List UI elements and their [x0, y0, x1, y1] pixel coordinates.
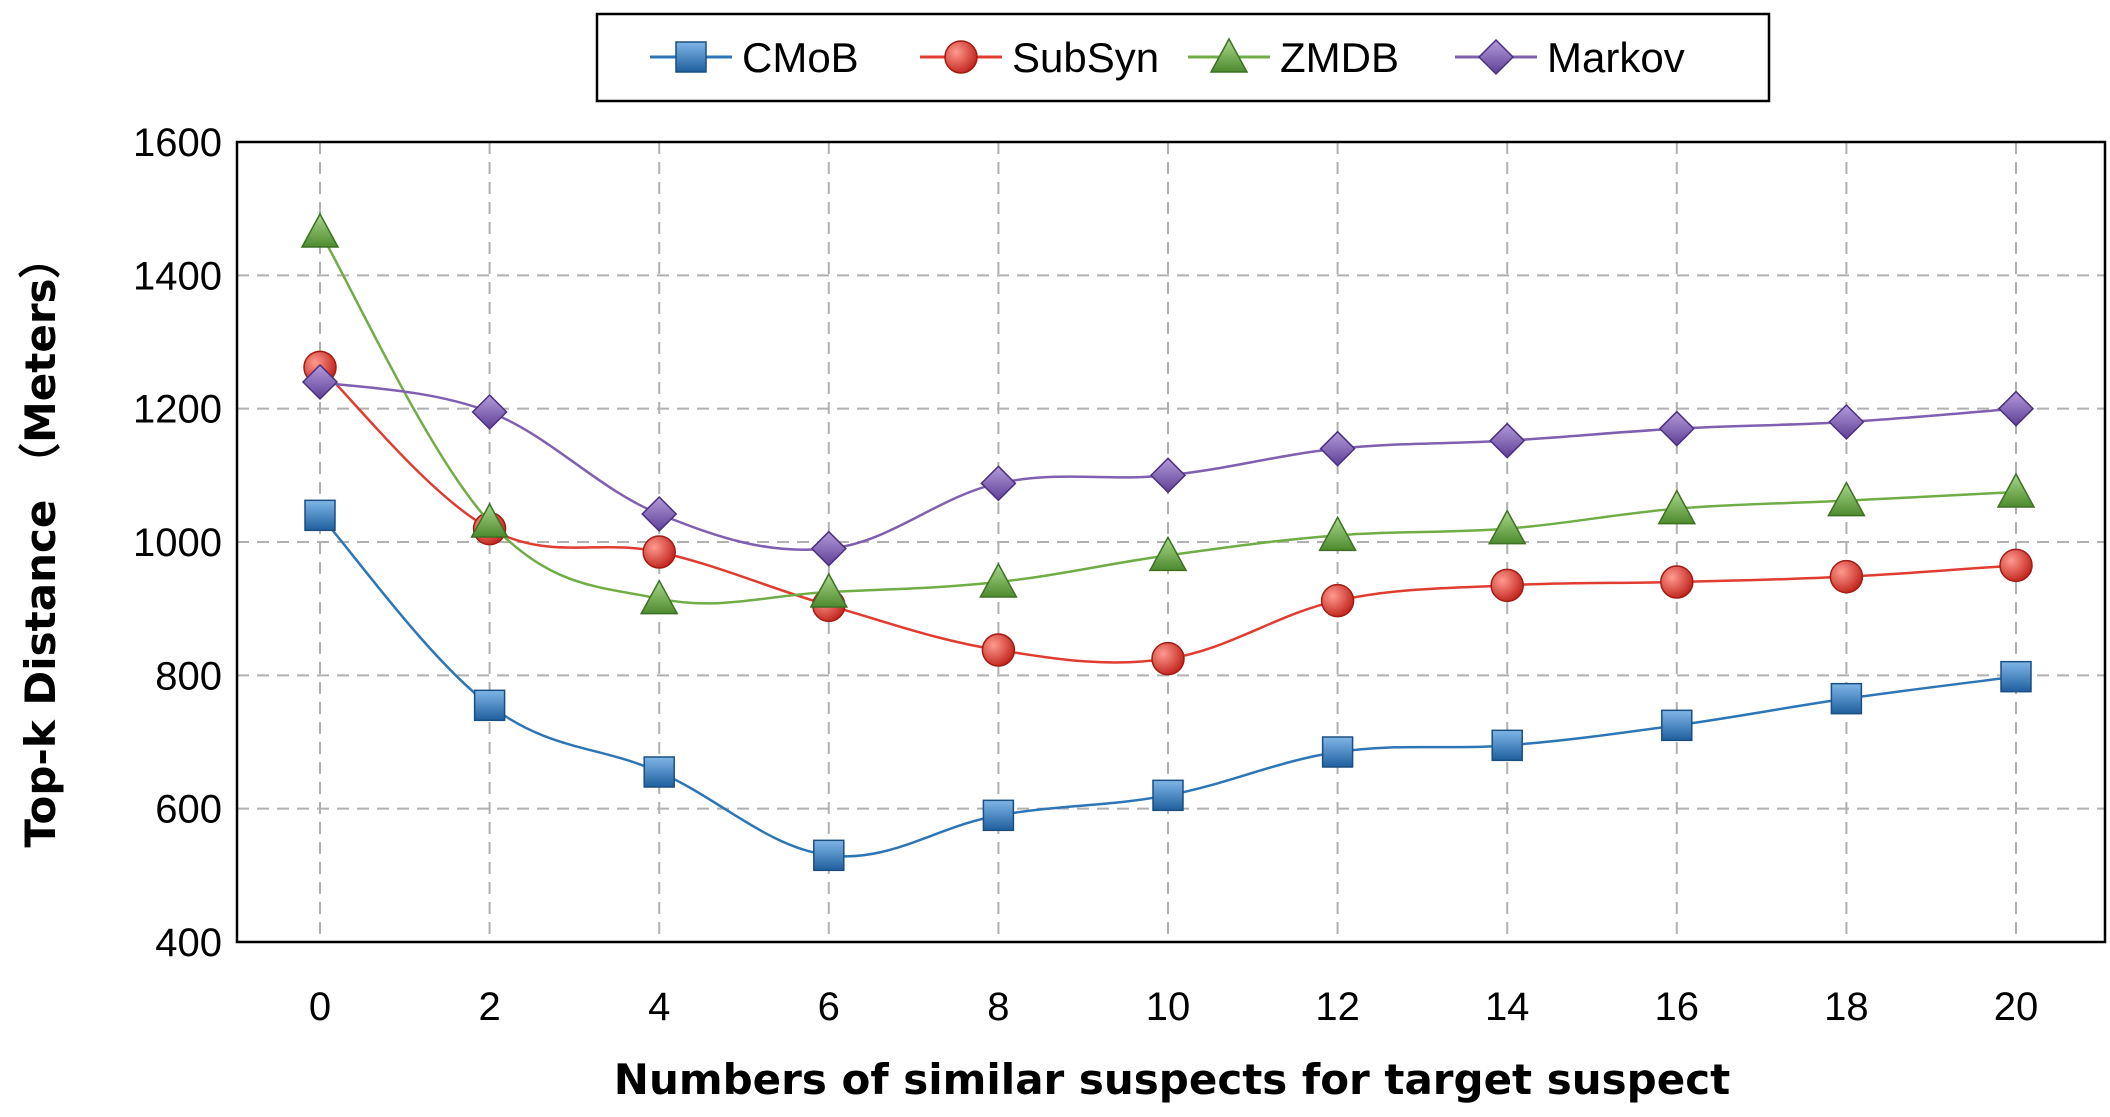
data-point-cmob: [643, 756, 675, 788]
data-point-markov: [810, 530, 847, 567]
data-point-subsyn: [642, 535, 676, 569]
series-line-zmdb: [318, 231, 2017, 605]
data-point-cmob: [982, 799, 1015, 832]
x-tick-label: 6: [818, 985, 840, 1029]
x-tick-label: 16: [1655, 985, 1700, 1029]
data-point-cmob: [1830, 682, 1863, 715]
data-point-subsyn: [981, 633, 1016, 667]
x-tick-label: 14: [1485, 985, 1530, 1029]
data-point-subsyn: [1999, 548, 2033, 583]
data-point-zmdb: [1487, 509, 1527, 545]
data-point-markov: [301, 363, 339, 401]
data-point-markov: [1319, 430, 1356, 467]
y-tick-label: 1600: [133, 121, 222, 165]
y-tick-label: 400: [155, 921, 222, 965]
legend-marker: [1477, 38, 1515, 76]
legend-item-subsyn: SubSyn: [920, 34, 1159, 81]
data-point-zmdb: [1657, 489, 1697, 525]
series-layer: [300, 212, 2036, 872]
y-tick-label: 800: [155, 654, 222, 698]
x-tick-label: 20: [1994, 985, 2039, 1029]
data-point-cmob: [1321, 736, 1354, 768]
y-tick-label: 1200: [133, 388, 222, 432]
x-tick-label: 18: [1824, 985, 1869, 1029]
series-markov: [301, 363, 2035, 567]
legend-marker: [944, 40, 978, 74]
y-axis-title: Top-k Distance （Meters）: [16, 236, 65, 847]
data-point-zmdb: [470, 502, 509, 538]
data-point-markov: [471, 393, 508, 431]
data-point-subsyn: [1320, 583, 1355, 618]
data-point-subsyn: [1660, 565, 1694, 599]
x-axis-title: Numbers of similar suspects for target s…: [614, 1055, 1730, 1104]
x-tick-label: 0: [309, 985, 331, 1029]
y-tick-label: 600: [155, 788, 222, 832]
legend-frame: [595, 12, 1771, 103]
data-point-markov: [980, 465, 1017, 502]
data-point-cmob: [304, 499, 336, 532]
data-point-cmob: [473, 689, 506, 722]
data-point-subsyn: [1829, 559, 1864, 594]
data-point-markov: [1489, 422, 1526, 459]
y-tick-label: 1000: [133, 521, 222, 565]
x-tick-label: 10: [1146, 985, 1191, 1029]
data-point-zmdb: [1996, 472, 2036, 508]
legend-label: ZMDB: [1280, 34, 1399, 81]
legend-item-cmob: CMoB: [650, 34, 859, 81]
plot-area-frame: [235, 140, 2107, 944]
data-point-cmob: [2000, 660, 2032, 693]
x-tick-label: 12: [1315, 985, 1360, 1029]
legend-item-markov: Markov: [1455, 34, 1685, 81]
data-point-subsyn: [1151, 641, 1185, 676]
legend-marker: [675, 41, 707, 73]
legend-label: Markov: [1547, 34, 1685, 81]
data-point-cmob: [1661, 709, 1693, 742]
x-tick-label: 8: [987, 985, 1009, 1029]
data-point-zmdb: [639, 579, 679, 615]
legend-item-zmdb: ZMDB: [1188, 34, 1399, 81]
data-point-markov: [1828, 403, 1865, 441]
legend: CMoB SubSyn ZMDB Markov: [595, 12, 1771, 103]
data-point-subsyn: [1490, 568, 1524, 603]
y-tick-label: 1400: [133, 254, 222, 298]
legend-label: CMoB: [742, 34, 859, 81]
data-point-markov: [1658, 410, 1695, 447]
data-point-zmdb: [979, 562, 1018, 598]
data-point-zmdb: [1318, 515, 1357, 552]
data-point-markov: [1149, 457, 1187, 494]
series-cmob: [304, 499, 2032, 872]
data-point-zmdb: [1827, 481, 1866, 517]
legend-label: SubSyn: [1012, 34, 1159, 81]
data-point-zmdb: [809, 572, 849, 608]
data-point-zmdb: [1148, 535, 1188, 572]
legend-marker: [1209, 37, 1249, 73]
x-tick-label: 2: [478, 985, 500, 1029]
data-point-markov: [1997, 390, 2035, 427]
y-axis-ticks: 400 600 800 1000 1200 1400 1600: [133, 121, 222, 965]
series-zmdb: [300, 212, 2036, 615]
data-point-markov: [641, 495, 678, 533]
data-point-cmob: [1491, 729, 1523, 762]
data-point-cmob: [1152, 779, 1184, 812]
x-tick-label: 4: [648, 985, 670, 1029]
x-axis-ticks: 0 2 4 6 8 10 12 14 16 18 20: [309, 985, 2038, 1029]
data-point-zmdb: [300, 212, 340, 248]
data-point-cmob: [813, 839, 845, 872]
